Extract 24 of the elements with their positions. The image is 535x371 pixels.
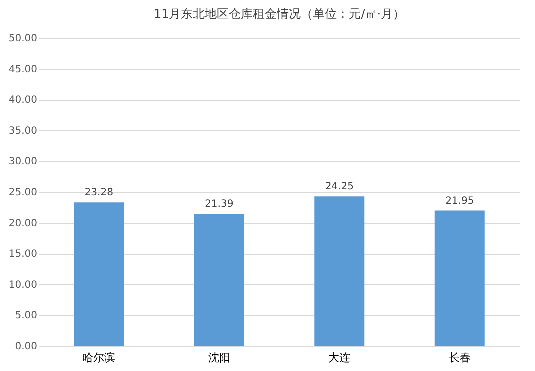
x-tick-label: 大连 [328,352,351,364]
x-tick-label: 沈阳 [208,352,230,364]
x-tick-label: 哈尔滨 [82,352,116,364]
data-label: 23.28 [84,188,114,199]
bar [314,196,365,346]
y-tick-label: 0.00 [15,342,38,352]
bar [194,214,244,346]
y-tick-label: 5.00 [15,310,38,322]
y-tick-label: 50.00 [8,34,38,44]
data-label: 21.95 [446,196,474,207]
data-label: 24.25 [325,182,354,193]
y-tick-label: 40.00 [8,95,38,106]
y-tick-label: 20.00 [8,218,38,230]
x-tick-label: 长春 [448,352,471,364]
y-tick-label: 45.00 [8,64,38,76]
chart-title: 11月东北地区仓库租金情况（单位：元/㎡·月） [154,7,406,21]
y-tick-label: 15.00 [8,249,38,260]
y-tick-label: 30.00 [8,156,38,168]
data-label: 21.39 [205,199,234,210]
y-tick-label: 25.00 [8,188,38,198]
bar [434,210,485,346]
bar [74,202,124,346]
y-tick-label: 35.00 [8,126,38,137]
y-tick-label: 10.00 [8,280,38,291]
